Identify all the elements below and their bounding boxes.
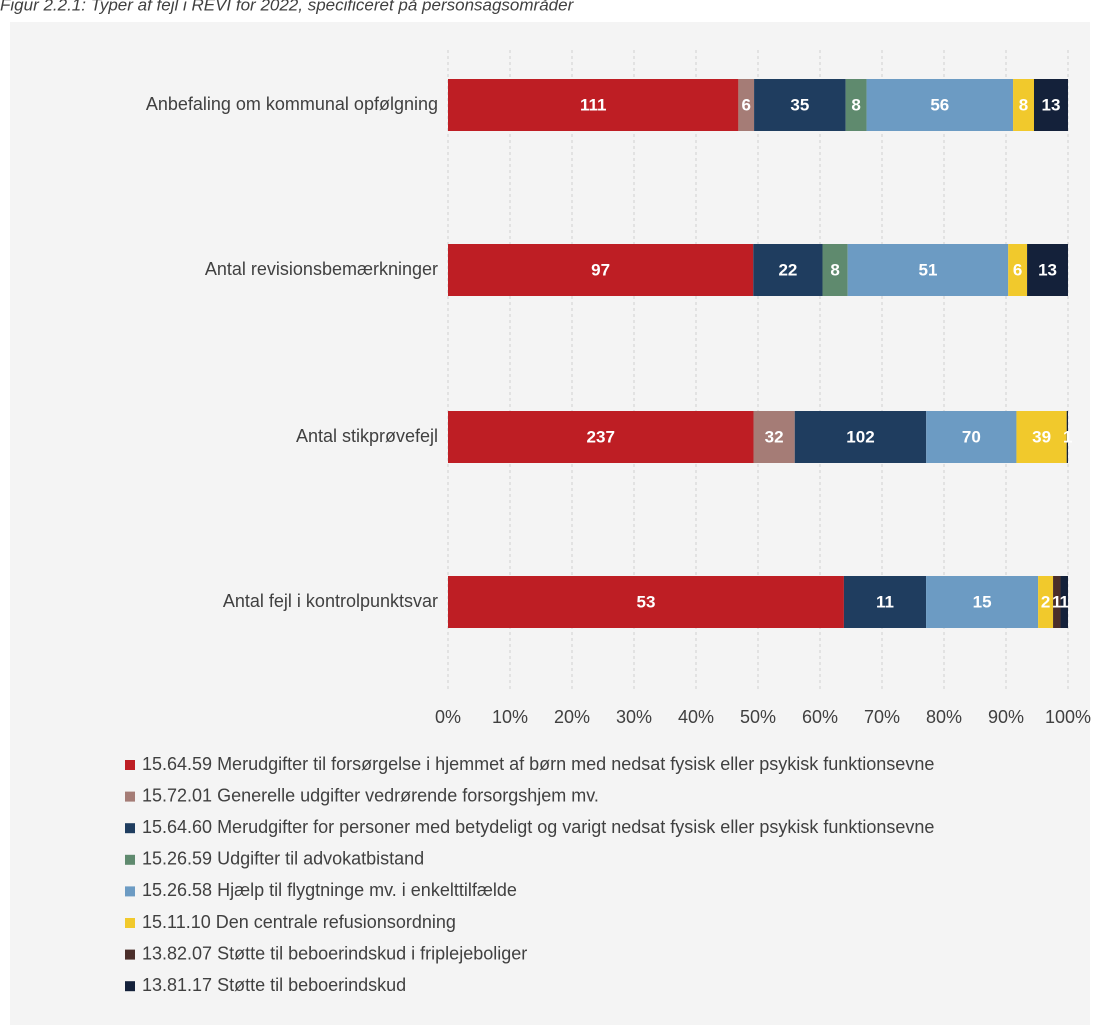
bar-segment <box>847 244 1009 296</box>
legend-label: 15.64.60 Merudgifter for personer med be… <box>142 817 934 837</box>
x-tick-label: 90% <box>988 707 1024 727</box>
data-label: 56 <box>930 95 949 114</box>
data-label: 8 <box>830 260 839 279</box>
bar-segment <box>845 79 867 131</box>
legend-label: 15.64.59 Merudgifter til forsørgelse i h… <box>142 754 934 774</box>
data-label: 32 <box>765 427 784 446</box>
y-tick-label: Antal revisionsbemærkninger <box>205 259 438 279</box>
bar-segment <box>926 411 1017 463</box>
bar-segment <box>1013 79 1034 131</box>
data-label: 51 <box>918 260 937 279</box>
data-label: 11 <box>876 592 894 611</box>
data-label: 97 <box>591 260 610 279</box>
data-label: 13 <box>1042 95 1061 114</box>
data-label: 39 <box>1032 427 1051 446</box>
bar-segment <box>1038 576 1054 628</box>
data-label: 6 <box>741 95 750 114</box>
x-tick-label: 0% <box>435 707 461 727</box>
data-label: 53 <box>636 592 655 611</box>
legend-swatch <box>125 949 135 960</box>
legend-label: 13.82.07 Støtte til beboerindskud i frip… <box>142 943 527 963</box>
bar-segment <box>753 244 823 296</box>
bar-segment <box>448 576 844 628</box>
data-label: 8 <box>1019 95 1028 114</box>
bar-segment <box>794 411 927 463</box>
legend-swatch <box>125 791 135 802</box>
y-tick-label: Antal stikprøvefejl <box>296 426 438 446</box>
legend-swatch <box>125 823 135 834</box>
legend-swatch <box>125 760 135 770</box>
x-tick-label: 60% <box>802 707 838 727</box>
data-label: 111 <box>580 95 607 114</box>
data-label: 1 <box>1060 592 1069 611</box>
x-tick-label: 20% <box>554 707 590 727</box>
data-label: 237 <box>587 427 615 446</box>
data-label: 102 <box>846 427 874 446</box>
legend-label: 13.81.17 Støtte til beboerindskud <box>142 975 406 995</box>
x-tick-label: 80% <box>926 707 962 727</box>
data-label: 15 <box>973 592 992 611</box>
x-tick-label: 40% <box>678 707 714 727</box>
bar-segment <box>738 79 755 131</box>
data-label: 6 <box>1013 260 1022 279</box>
bar-segment <box>1033 79 1068 131</box>
bar-segment <box>866 79 1014 131</box>
legend-label: 15.26.58 Hjælp til flygtninge mv. i enke… <box>142 880 517 900</box>
data-label: 22 <box>778 260 797 279</box>
bar-segment <box>843 576 927 628</box>
x-tick-label: 30% <box>616 707 652 727</box>
chart-background <box>10 22 1090 1025</box>
x-tick-label: 10% <box>492 707 528 727</box>
data-label: 2 <box>1041 592 1050 611</box>
legend-label: 15.72.01 Generelle udgifter vedrørende f… <box>142 785 599 805</box>
bar-segment <box>1027 244 1068 296</box>
bar-segment <box>1016 411 1067 463</box>
bar-segment <box>926 576 1039 628</box>
bar-segment <box>753 411 795 463</box>
bar-segment <box>1053 576 1061 628</box>
x-tick-label: 50% <box>740 707 776 727</box>
data-label: 13 <box>1038 260 1057 279</box>
legend-label: 15.11.10 Den centrale refusionsordning <box>142 912 456 932</box>
data-label: 1 <box>1052 592 1061 611</box>
y-tick-label: Antal fejl i kontrolpunktsvar <box>223 591 438 611</box>
bar-segment <box>822 244 848 296</box>
legend-label: 15.26.59 Udgifter til advokatbistand <box>142 849 424 869</box>
data-label: 70 <box>962 427 981 446</box>
bar-segment <box>448 411 754 463</box>
legend-swatch <box>125 886 135 897</box>
x-tick-label: 70% <box>864 707 900 727</box>
bar-segment <box>1008 244 1028 296</box>
data-label: 8 <box>851 95 860 114</box>
bar-segment <box>1060 576 1068 628</box>
data-label: 35 <box>790 95 809 114</box>
legend-swatch <box>125 981 135 992</box>
bar-segment <box>448 79 739 131</box>
legend-swatch <box>125 854 135 865</box>
y-tick-label: Anbefaling om kommunal opfølgning <box>146 94 438 114</box>
bar-segment <box>754 79 846 131</box>
x-tick-label: 100% <box>1045 707 1091 727</box>
bar-segment <box>1066 411 1068 463</box>
data-label: 1 <box>1063 427 1072 446</box>
bar-segment <box>448 244 754 296</box>
chart-title: Figur 2.2.1: Typer af fejl i REVI for 20… <box>0 0 575 14</box>
legend-swatch <box>125 918 135 928</box>
